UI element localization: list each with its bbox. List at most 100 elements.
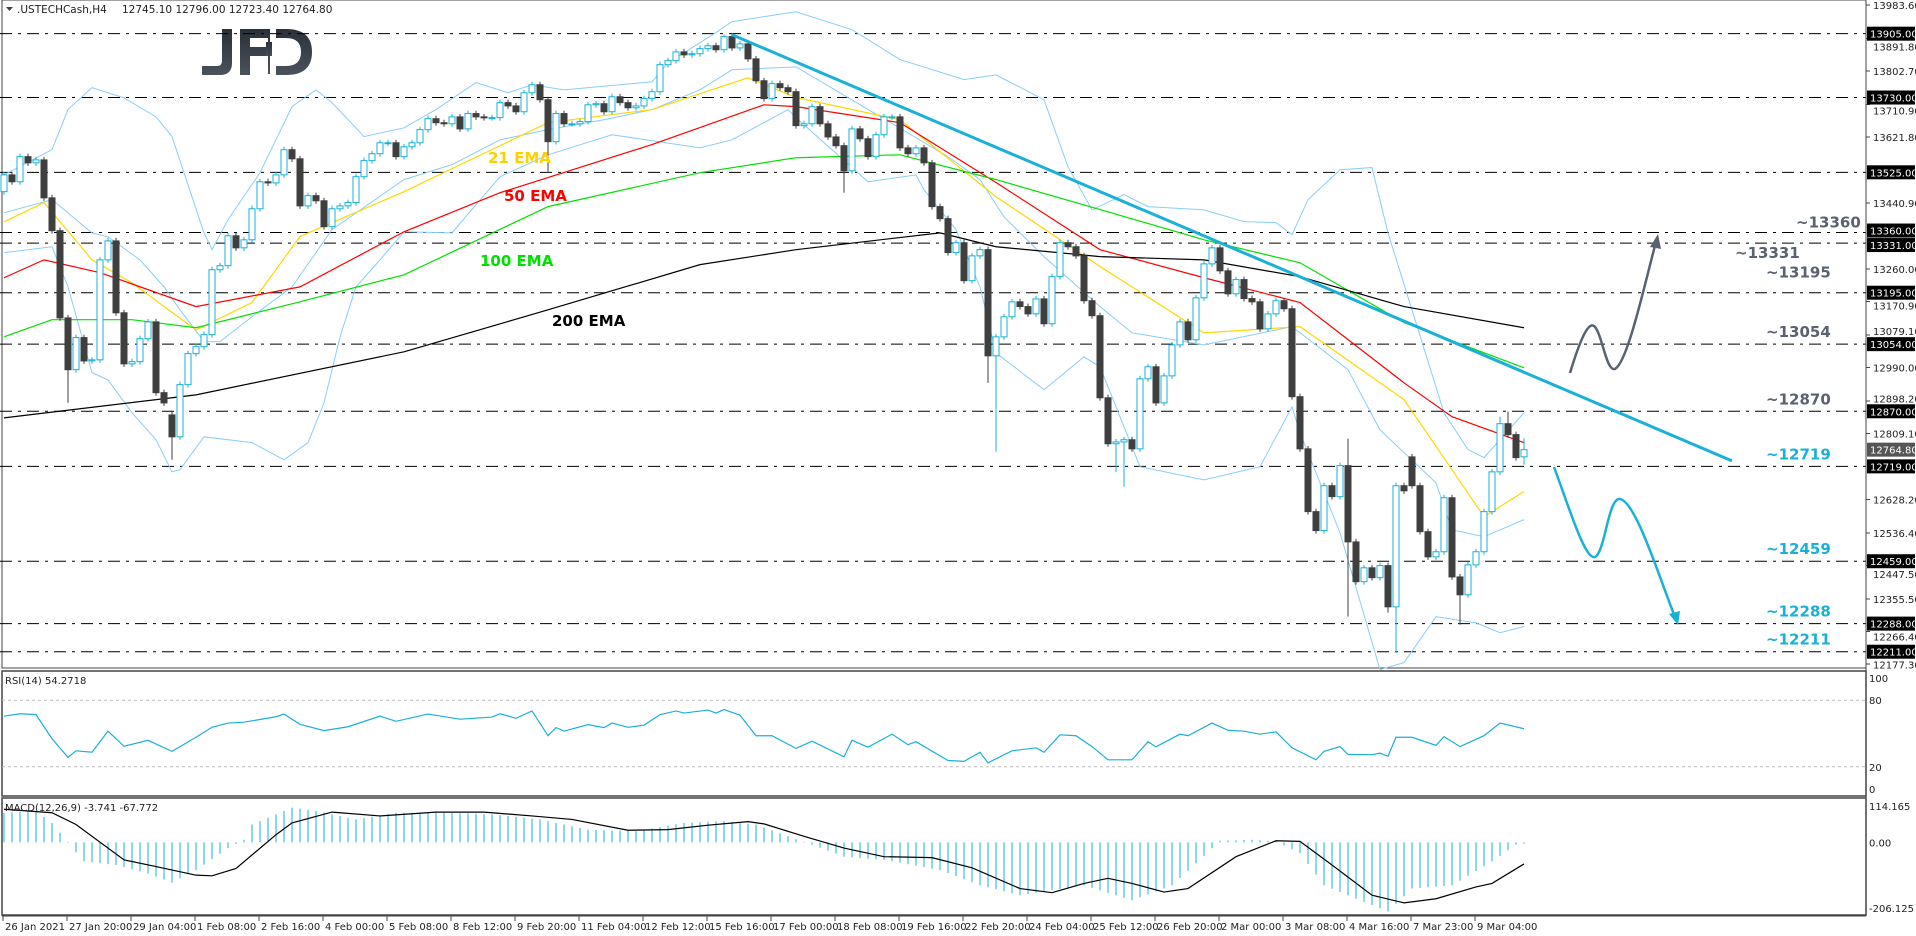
candle-bull	[360, 160, 368, 178]
macd-signal-line	[3, 808, 1525, 904]
candle-bear	[440, 122, 448, 125]
candle-bull	[912, 147, 920, 155]
candle-bear	[984, 249, 992, 357]
level-badge-bg	[1867, 644, 1915, 659]
price-axis: 13983.60 13891.80 13802.70 13710.90 13621.80…	[1866, 1, 1916, 672]
macd-axis-label: -206.125	[1869, 904, 1914, 915]
ema100-label: 100 EMA	[480, 252, 554, 270]
price-tick-label: 12809.10	[1873, 429, 1916, 440]
candle-bear	[1040, 298, 1048, 325]
price-tick-label: 13802.70	[1873, 67, 1916, 78]
time-tick-label: 4 Feb 00:00	[325, 922, 384, 933]
price-tick-label: 13891.80	[1873, 43, 1916, 54]
macd-axis-label: 114.165	[1869, 802, 1910, 813]
candle-bear	[1512, 434, 1520, 459]
ohlc-readout: 12745.10 12796.00 12723.40 12764.80	[122, 4, 332, 16]
level-badge: 13195.00	[1870, 289, 1916, 300]
candle-bear	[1024, 306, 1032, 315]
candle-bear	[232, 235, 240, 249]
candle-bear	[928, 162, 936, 208]
price-tick-label: 12177.30	[1873, 661, 1916, 672]
candle-bear	[1184, 321, 1192, 341]
candle-bull	[448, 116, 456, 125]
candle-bear	[1384, 565, 1392, 608]
time-tick-label: 27 Jan 20:00	[69, 922, 132, 933]
candle-bear	[544, 99, 552, 143]
candle-bull	[1360, 567, 1368, 583]
level-badge: 13525.00	[1870, 168, 1916, 179]
level-badge-bg	[1867, 223, 1915, 238]
level-badges: 13905.00 13730.00 13525.00 13360.00 13331.00…	[1867, 26, 1916, 659]
candle-bear	[1248, 298, 1256, 303]
level-annotations: ~13360 ~13331 ~13195 ~13054 ~12870 ~12719 ~124…	[1735, 214, 1861, 649]
candle-bull	[1376, 565, 1384, 579]
candle-bull	[584, 104, 592, 123]
price-tick-label: 13621.80	[1873, 133, 1916, 144]
candle-bull	[1264, 313, 1272, 330]
level-label: ~13360	[1796, 214, 1861, 232]
level-label: ~12211	[1766, 631, 1831, 649]
candle-bear	[120, 312, 128, 365]
candle-bear	[1096, 315, 1104, 399]
candle-bear	[560, 113, 568, 125]
candle-bull	[608, 96, 616, 113]
candle-bull	[968, 255, 976, 282]
candle-bull	[656, 64, 664, 93]
candle-bull	[72, 337, 80, 371]
level-label: ~12288	[1766, 603, 1831, 621]
candle-bull	[1000, 316, 1008, 338]
candle-bull	[528, 84, 536, 94]
level-label: ~12719	[1766, 445, 1831, 463]
candle-bear	[296, 158, 304, 207]
collapse-triangle-icon[interactable]	[6, 7, 13, 11]
candle-bear	[56, 230, 64, 319]
rsi-panel-frame	[1, 670, 1867, 797]
candle-bull	[1032, 298, 1040, 315]
candle-bear	[288, 149, 296, 160]
level-badge: 12870.00	[1870, 407, 1916, 418]
candle-bear	[432, 118, 440, 124]
bollinger-lower	[3, 108, 1525, 671]
candle-bull	[488, 117, 496, 120]
rsi-axis-label: 20	[1869, 763, 1882, 774]
candle-bull	[1112, 441, 1120, 445]
time-tick-label: 1 Feb 08:00	[197, 922, 256, 933]
candle-bear	[480, 116, 488, 119]
candle-bear	[1240, 279, 1248, 300]
ema-line-1	[3, 104, 1525, 444]
level-badge: 12211.00	[1870, 648, 1916, 659]
candle-bear	[1304, 448, 1312, 513]
time-tick-label: 25 Feb 12:00	[1093, 922, 1159, 933]
candle-bull	[1496, 423, 1504, 473]
candle-bull	[768, 83, 776, 100]
candle-bear	[904, 147, 912, 155]
macd-axis-label: 0.00	[1869, 838, 1891, 849]
candle-bull	[688, 53, 696, 56]
price-tick-label: 13079.10	[1873, 327, 1916, 338]
candle-bull	[336, 205, 344, 210]
rsi-label: RSI(14) 54.2718	[5, 676, 86, 687]
level-badge: 13360.00	[1870, 227, 1916, 238]
candle-bear	[1088, 300, 1096, 317]
candlesticks	[0, 33, 1528, 653]
candle-bull	[256, 181, 264, 210]
time-tick-label: 19 Feb 16:00	[901, 922, 967, 933]
level-badge: 13905.00	[1870, 30, 1916, 41]
time-tick-label: 15 Feb 16:00	[709, 922, 775, 933]
candle-bull	[464, 113, 472, 130]
candle-bull	[592, 103, 600, 106]
candle-bear	[752, 58, 760, 82]
time-tick-label: 24 Feb 04:00	[1029, 922, 1095, 933]
price-tick-label: 12266.40	[1873, 633, 1916, 644]
support-resistance-levels	[0, 33, 1866, 653]
candle-bear	[600, 103, 608, 113]
main-panel-frame	[1, 0, 1867, 669]
macd-indicator: 114.165 0.00 -206.125	[3, 802, 1914, 915]
ema-lines	[3, 77, 1525, 518]
price-tick-label: 13983.60	[1873, 1, 1916, 12]
candle-bull	[1488, 471, 1496, 513]
level-badge: 12288.00	[1870, 620, 1916, 631]
candle-bull	[280, 149, 288, 176]
candle-bear	[392, 142, 400, 158]
